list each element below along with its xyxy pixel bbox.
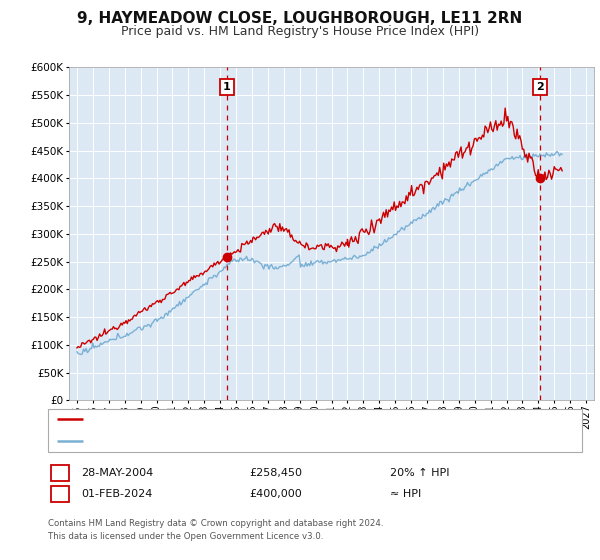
Text: ≈ HPI: ≈ HPI bbox=[390, 489, 421, 499]
Text: HPI: Average price, detached house, Charnwood: HPI: Average price, detached house, Char… bbox=[87, 436, 339, 446]
Text: 20% ↑ HPI: 20% ↑ HPI bbox=[390, 468, 449, 478]
Text: 9, HAYMEADOW CLOSE, LOUGHBOROUGH, LE11 2RN (detached house): 9, HAYMEADOW CLOSE, LOUGHBOROUGH, LE11 2… bbox=[87, 414, 457, 424]
Text: 01-FEB-2024: 01-FEB-2024 bbox=[81, 489, 152, 499]
Text: £400,000: £400,000 bbox=[249, 489, 302, 499]
Text: This data is licensed under the Open Government Licence v3.0.: This data is licensed under the Open Gov… bbox=[48, 532, 323, 541]
Text: 28-MAY-2004: 28-MAY-2004 bbox=[81, 468, 153, 478]
Text: 1: 1 bbox=[56, 468, 64, 478]
Text: £258,450: £258,450 bbox=[249, 468, 302, 478]
Text: 1: 1 bbox=[223, 82, 230, 92]
Text: Contains HM Land Registry data © Crown copyright and database right 2024.: Contains HM Land Registry data © Crown c… bbox=[48, 519, 383, 528]
Text: 2: 2 bbox=[56, 489, 64, 499]
Text: 2: 2 bbox=[536, 82, 544, 92]
Text: Price paid vs. HM Land Registry's House Price Index (HPI): Price paid vs. HM Land Registry's House … bbox=[121, 25, 479, 38]
Text: 9, HAYMEADOW CLOSE, LOUGHBOROUGH, LE11 2RN: 9, HAYMEADOW CLOSE, LOUGHBOROUGH, LE11 2… bbox=[77, 11, 523, 26]
